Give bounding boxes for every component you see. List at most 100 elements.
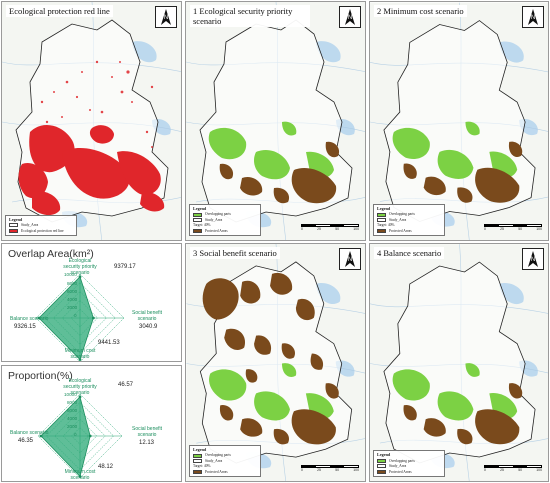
- axis-label-ecological: Ecological security priority scenario: [63, 378, 97, 396]
- radial-tick: 6000: [67, 408, 78, 413]
- axis-label-balance: Balance scenario: [10, 430, 49, 436]
- legend-item: Study_Area: [9, 223, 73, 228]
- radar-data-point: [78, 358, 82, 361]
- red-line-areas: [18, 125, 165, 216]
- chart-title: Proportion(%): [8, 370, 73, 382]
- north-arrow-icon: N: [339, 248, 361, 270]
- legend-title: Legend: [193, 205, 207, 211]
- radar-data-point: [39, 434, 43, 438]
- radial-tick: 0: [74, 313, 77, 318]
- map-title: 4 Balance scenario: [374, 247, 445, 259]
- radar-panel-overlap-area: Overlap Area(km²) Ecological security pri…: [1, 243, 182, 362]
- legend-item: Target: 40%: [377, 223, 395, 228]
- legend-item: Target: 40%: [193, 223, 211, 228]
- radar-chart-proportion: [37, 393, 123, 479]
- map-panel-red-line: Ecological protection red line N Legend …: [1, 1, 182, 241]
- legend-swatch-overlap: [193, 212, 202, 217]
- value-label-minimum-cost: 48.12: [98, 464, 114, 470]
- legend-swatch-study-area: [377, 464, 386, 469]
- legend-title: Legend: [193, 446, 207, 452]
- legend-swatch-protected: [377, 469, 386, 474]
- value-label-balance: 9326.15: [14, 324, 36, 330]
- north-arrow-icon: N: [339, 6, 361, 28]
- radial-tick: 4000: [67, 416, 78, 421]
- value-label-ecological: 46.57: [118, 382, 134, 388]
- legend-item: Study_Area: [377, 464, 441, 469]
- legend-item: Protected Areas: [193, 470, 257, 474]
- legend-item: Protected Areas: [377, 470, 441, 474]
- value-label-ecological: 9379.17: [114, 264, 136, 270]
- legend-swatch-study-area: [377, 217, 386, 222]
- legend-swatch-study-area: [193, 217, 202, 222]
- map-title: 2 Minimum cost scenario: [374, 5, 467, 17]
- legend-swatch-protected: [193, 469, 202, 474]
- radar-grid-ring: [35, 273, 125, 361]
- north-arrow-icon: N: [155, 6, 177, 28]
- radar-data-point: [78, 395, 82, 399]
- map-panel-scenario-4: 4 Balance scenario N Legend Overlapping …: [369, 243, 549, 482]
- legend-swatch-protected: [377, 228, 386, 233]
- north-arrow-icon: N: [522, 248, 544, 270]
- legend-item: Study_Area: [193, 459, 257, 463]
- map-scenario-3: [186, 244, 365, 481]
- axis-label-balance: Balance scenario: [10, 316, 49, 322]
- map-red-line: [2, 2, 181, 240]
- legend-item: Study_Area: [193, 218, 257, 222]
- map-scenario-4: [370, 244, 548, 481]
- radial-tick: 8000: [67, 281, 78, 286]
- legend-title: Legend: [9, 216, 23, 222]
- legend-swatch-red-line: [9, 228, 18, 233]
- legend-item: Overlapping parts: [377, 459, 441, 463]
- map-title: 1 Ecological security priority scenario: [190, 5, 310, 27]
- north-label: N: [164, 15, 168, 21]
- legend-swatch-protected: [193, 228, 202, 233]
- legend-item: Target: 40%: [193, 464, 211, 469]
- legend-item: Protected Areas: [193, 229, 257, 233]
- north-label: N: [531, 15, 535, 21]
- radial-tick: 2000: [67, 424, 78, 429]
- radar-data-point: [78, 275, 82, 279]
- legend: Legend Study_Area Ecological protection …: [5, 214, 77, 236]
- radar-chart-overlap-area: [35, 273, 125, 361]
- map-panel-scenario-2: 2 Minimum cost scenario N Legend Overlap…: [369, 1, 549, 241]
- value-label-balance: 46.35: [18, 438, 34, 444]
- map-title: 3 Social benefit scenario: [190, 247, 280, 259]
- legend-item: Overlapping parts: [193, 453, 257, 458]
- axis-label-minimum-cost: Minimum cost scenario: [64, 469, 96, 481]
- north-label: N: [531, 257, 535, 263]
- radar-data-point: [37, 316, 41, 320]
- scale-bar: 0 25 50 100: [301, 224, 359, 234]
- radar-data-point: [91, 316, 95, 320]
- radial-tick: 0: [74, 432, 77, 437]
- map-panel-scenario-3: 3 Social benefit scenario N Legend Overl…: [185, 243, 366, 482]
- legend-title: Legend: [377, 452, 391, 458]
- chart-title: Overlap Area(km²): [8, 248, 94, 260]
- value-label-social: 3040.9: [139, 324, 158, 330]
- radial-tick: 10000: [64, 272, 77, 277]
- axis-label-social: Social benefit scenario: [132, 310, 163, 322]
- value-label-minimum-cost: 9441.53: [98, 340, 120, 346]
- scale-bar: 0 25 50 100: [301, 465, 359, 475]
- legend-item: Ecological protection red line: [9, 229, 73, 233]
- legend-swatch-overlap: [377, 212, 386, 217]
- radar-panel-proportion: Proportion(%) Ecological security priorit…: [1, 365, 182, 482]
- legend: Legend Overlapping parts Study_Area Targ…: [373, 203, 445, 236]
- legend-item: Overlapping parts: [377, 212, 441, 217]
- legend: Legend Overlapping parts Study_Area Prot…: [373, 450, 445, 477]
- legend-swatch-overlap: [193, 453, 202, 458]
- legend-swatch-study-area: [193, 458, 202, 463]
- radial-tick: 10000: [64, 392, 77, 397]
- north-label: N: [348, 15, 352, 21]
- radar-data-point: [88, 434, 92, 438]
- value-label-social: 12.13: [139, 440, 155, 446]
- axis-label-social: Social benefit scenario: [132, 426, 163, 438]
- scale-bar: 0 25 50 100: [484, 224, 542, 234]
- radar-series-area: [40, 396, 91, 478]
- legend: Legend Overlapping parts Study_Area Targ…: [189, 203, 261, 236]
- scale-bar: 0 25 50 100: [484, 465, 542, 475]
- map-panel-scenario-1: 1 Ecological security priority scenario …: [185, 1, 366, 241]
- legend-swatch-study-area: [9, 223, 18, 228]
- legend-item: Protected Areas: [377, 229, 441, 233]
- protected-areas-north: [202, 272, 324, 383]
- radial-tick: 2000: [67, 305, 78, 310]
